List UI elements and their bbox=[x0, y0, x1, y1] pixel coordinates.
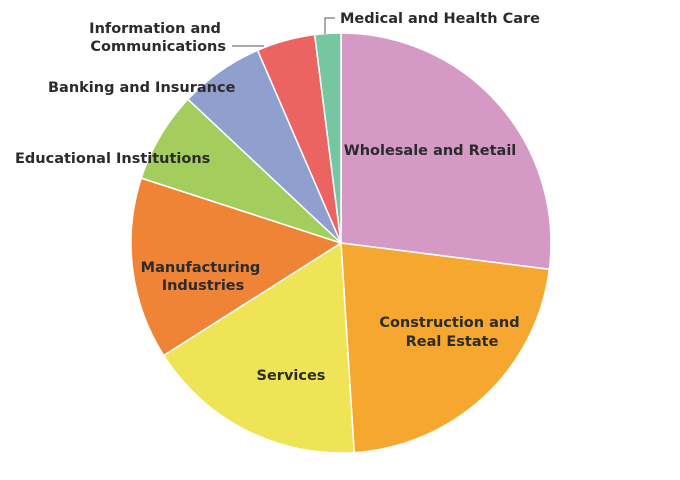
slice-label-wholesale-retail: Wholesale and Retail bbox=[344, 143, 517, 159]
pie-slice-medical-and-health-care bbox=[313, 32, 342, 244]
slice-label-educational-institutions: Educational Institutions bbox=[15, 151, 210, 167]
pie-slice-services bbox=[162, 241, 355, 454]
slice-label-banking-insurance: Banking and Insurance bbox=[48, 80, 236, 96]
slice-label-construction-real-estate: Construction and Real Estate bbox=[379, 315, 524, 350]
pie-slice-construction-and-real-estate bbox=[340, 242, 551, 454]
pie-slice-wholesale-and-retail bbox=[340, 32, 552, 271]
leader-line-medical-health-care bbox=[324, 17, 335, 34]
leader-lines bbox=[232, 17, 335, 47]
slice-labels: Wholesale and Retail Construction and Re… bbox=[15, 11, 540, 384]
slice-label-services: Services bbox=[257, 368, 326, 384]
slice-label-manufacturing-industries: Manufacturing Industries bbox=[141, 260, 266, 294]
pie-slices bbox=[130, 32, 552, 454]
pie-slice-manufacturing-industries bbox=[130, 177, 343, 357]
slice-label-information-communications: Information and Communications bbox=[89, 21, 226, 55]
slice-label-medical-health-care: Medical and Health Care bbox=[340, 11, 540, 27]
